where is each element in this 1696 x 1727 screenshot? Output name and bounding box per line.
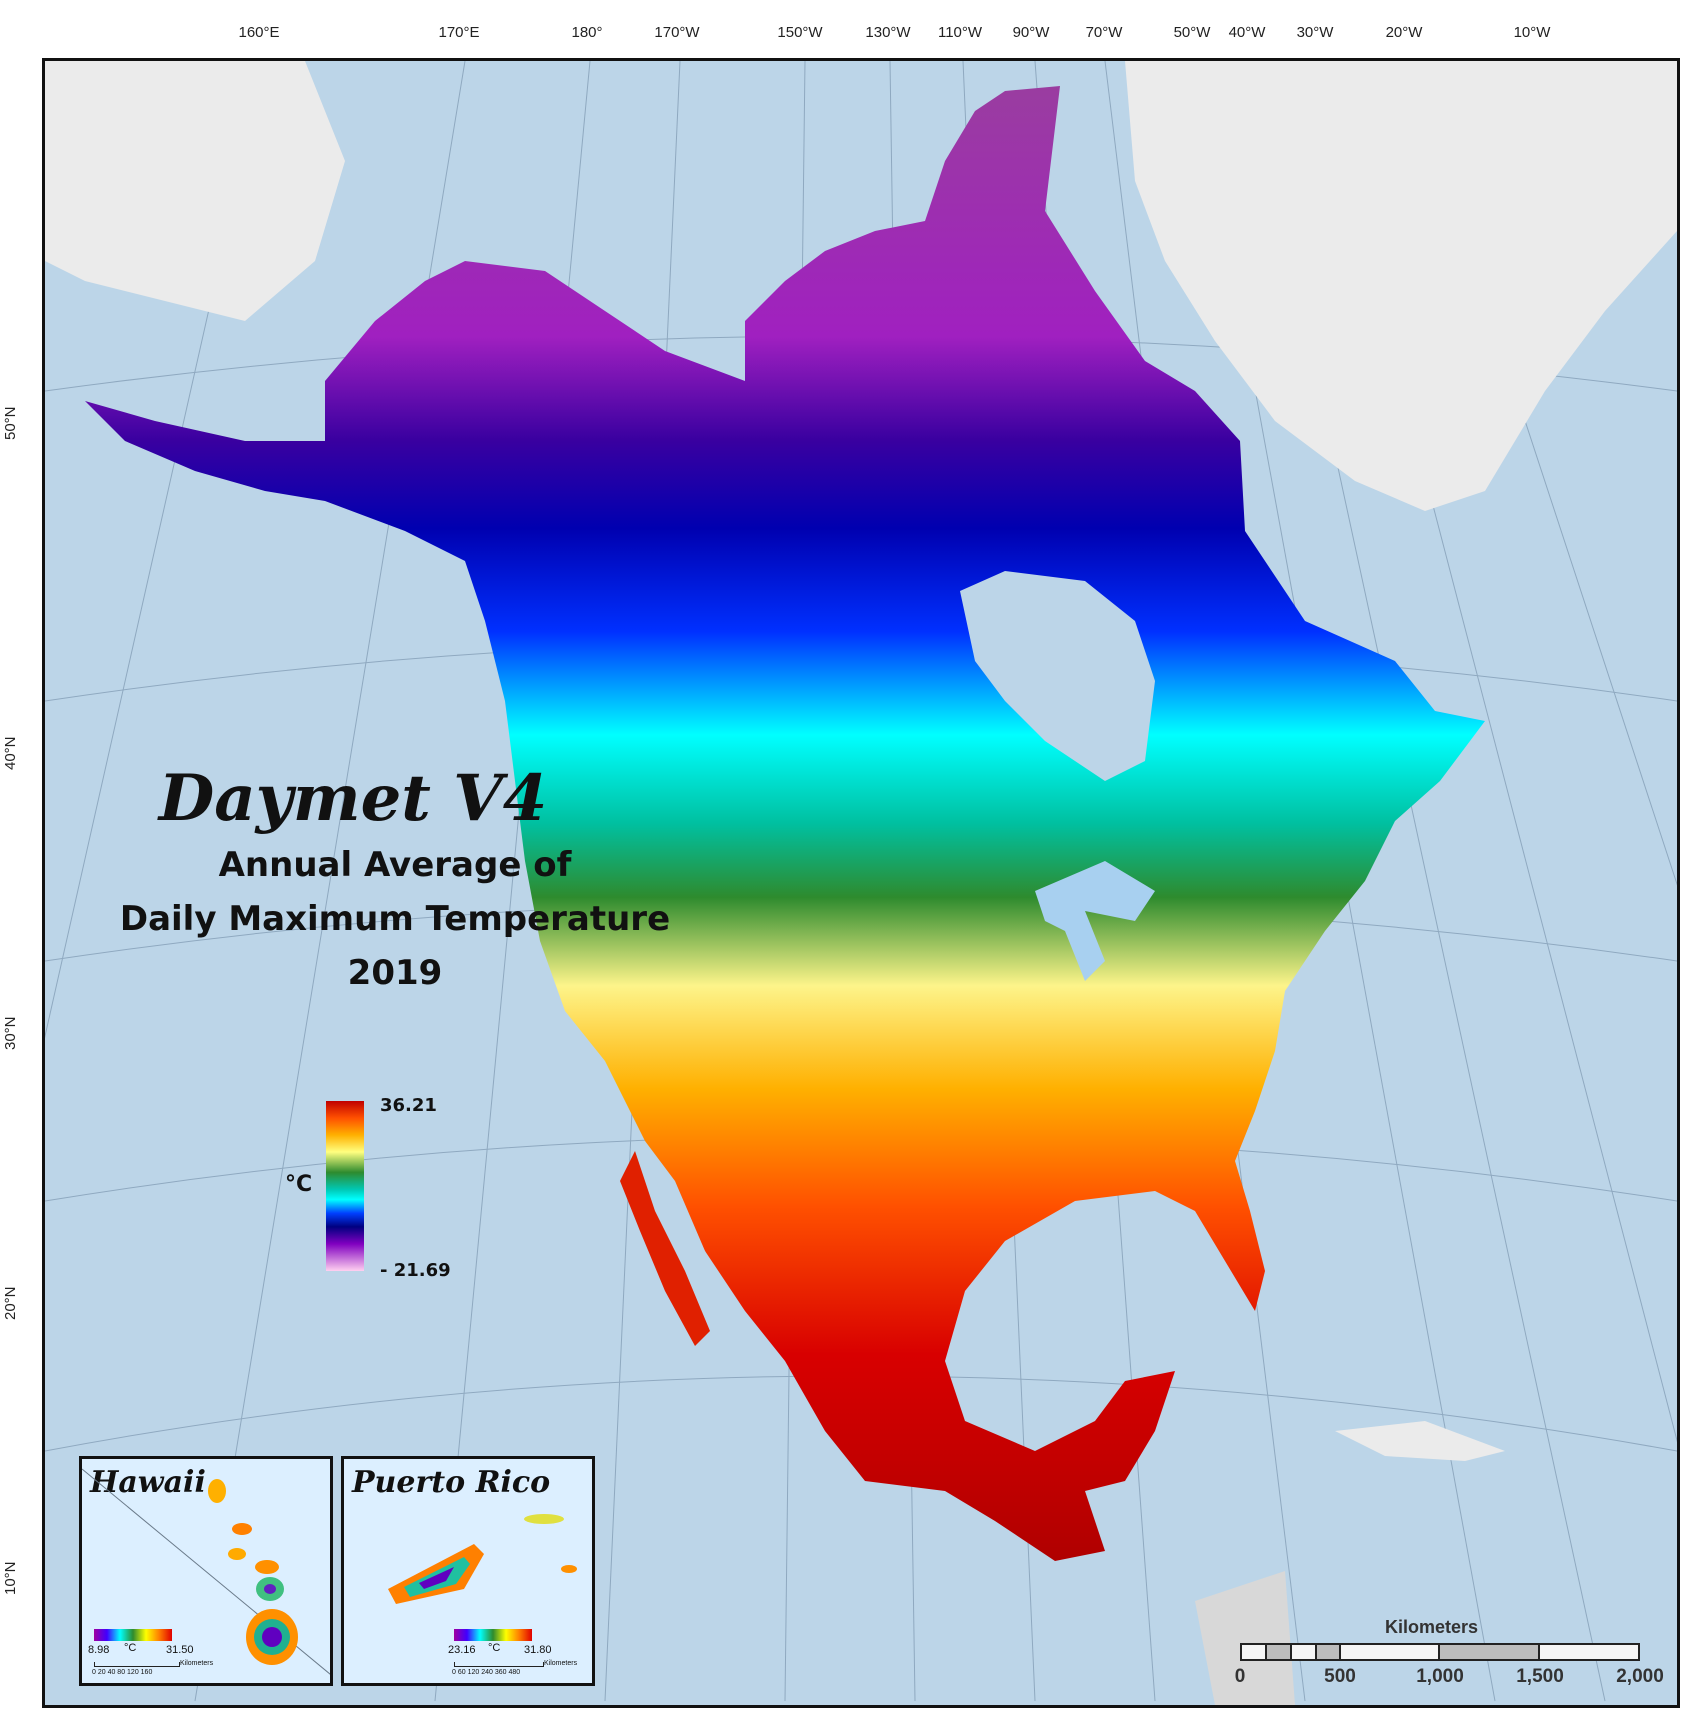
- scale-label-1500: 1,500: [1516, 1666, 1564, 1687]
- cuba-landmass: [1335, 1421, 1505, 1461]
- scale-label-1000: 1,000: [1416, 1666, 1464, 1687]
- lon-label-160e: 160°E: [238, 24, 280, 41]
- hawaii-scalebar: [94, 1662, 180, 1667]
- lon-label-90w: 90°W: [1012, 24, 1050, 41]
- lon-label-170e: 170°E: [438, 24, 480, 41]
- yucatan-gray-landmass: [1195, 1571, 1295, 1705]
- pr-scalebar: [454, 1662, 544, 1667]
- scale-seg-7: [1540, 1645, 1638, 1659]
- hudson-bay: [960, 571, 1155, 781]
- gulf-of-california: [645, 1141, 735, 1331]
- scale-label-2000: 2,000: [1616, 1666, 1664, 1687]
- inset-puerto-rico: Puerto Rico 23.16 °C 31.80 0 60 120 240 …: [341, 1456, 595, 1686]
- lon-label-30w: 30°W: [1296, 24, 1334, 41]
- puerto-rico-island: [388, 1514, 577, 1604]
- lat-label-10n: 10°N: [2, 1561, 19, 1595]
- subtitle-line2: Daily Maximum Temperature: [119, 899, 671, 939]
- lon-label-180: 180°: [571, 24, 603, 41]
- scale-seg-1: [1242, 1645, 1267, 1659]
- pr-scale-labels: 0 60 120 240 360 480: [452, 1669, 521, 1676]
- hawaii-legend-max: 31.50: [166, 1644, 194, 1656]
- lon-label-50w: 50°W: [1173, 24, 1211, 41]
- baja-california: [620, 1151, 710, 1346]
- pr-legend-min: 23.16: [448, 1644, 476, 1656]
- lon-label-150w: 150°W: [777, 24, 823, 41]
- scale-seg-3: [1292, 1645, 1317, 1659]
- lon-label-170w: 170°W: [654, 24, 700, 41]
- hawaii-islands: [82, 1468, 330, 1675]
- inset-hawaii-title: Hawaii: [90, 1465, 206, 1500]
- lon-label-70w: 70°W: [1085, 24, 1123, 41]
- lat-label-40n: 40°N: [2, 736, 19, 770]
- inset-hawaii: Hawaii 8.98 °C 31.50 0 20 40 80 120 160 …: [79, 1456, 333, 1686]
- great-lakes: [1035, 861, 1155, 981]
- lat-label-50n: 50°N: [2, 406, 19, 440]
- legend-max: 36.21: [380, 1095, 437, 1116]
- hawaii-scale-labels: 0 20 40 80 120 160: [92, 1669, 153, 1676]
- temperature-map: [45, 61, 1677, 1705]
- legend-unit: °C: [285, 1172, 313, 1197]
- scale-seg-2: [1267, 1645, 1292, 1659]
- scale-bar-title: Kilometers: [1385, 1617, 1479, 1637]
- russia-landmass: [45, 61, 345, 321]
- pr-scale-unit: Kilometers: [544, 1660, 578, 1667]
- scale-seg-4: [1317, 1645, 1341, 1659]
- scale-seg-5: [1341, 1645, 1440, 1659]
- hawaii-scale-unit: Kilometers: [180, 1660, 214, 1667]
- map-frame: Daymet V4 Annual Average of Daily Maximu…: [42, 58, 1680, 1708]
- scale-label-0: 0: [1234, 1666, 1246, 1687]
- scale-bar: [1240, 1643, 1640, 1661]
- legend-min: - 21.69: [380, 1260, 451, 1281]
- inset-puerto-rico-title: Puerto Rico: [352, 1465, 551, 1500]
- scale-seg-6: [1440, 1645, 1540, 1659]
- scale-label-500: 500: [1324, 1666, 1356, 1687]
- north-america-landmass: [85, 86, 1485, 1561]
- pr-legend-max: 31.80: [524, 1644, 552, 1656]
- pr-legend-unit: °C: [488, 1642, 501, 1654]
- lon-label-110w: 110°W: [937, 24, 983, 41]
- pr-legend-bar: [454, 1629, 532, 1641]
- subtitle-line1: Annual Average of: [218, 845, 572, 885]
- lon-label-20w: 20°W: [1385, 24, 1423, 41]
- subtitle-year: 2019: [347, 953, 443, 993]
- hawaii-legend-bar: [94, 1629, 172, 1641]
- map-title: Daymet V4: [158, 761, 548, 836]
- lon-label-40w: 40°W: [1228, 24, 1266, 41]
- greenland-landmass: [1125, 61, 1677, 511]
- temperature-legend-bar: [326, 1101, 364, 1271]
- lon-label-10w: 10°W: [1513, 24, 1551, 41]
- lat-label-20n: 20°N: [2, 1286, 19, 1320]
- hawaii-legend-min: 8.98: [88, 1644, 110, 1656]
- hawaii-legend-unit: °C: [124, 1642, 137, 1654]
- lat-label-30n: 30°N: [2, 1016, 19, 1050]
- lon-label-130w: 130°W: [865, 24, 911, 41]
